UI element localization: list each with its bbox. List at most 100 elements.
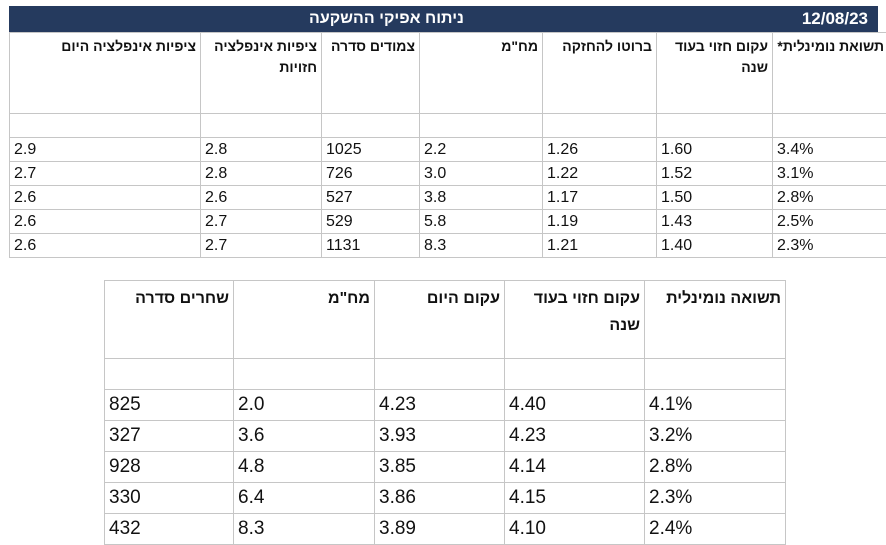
table-cell: 330: [105, 483, 234, 514]
table-cell: 2.3%: [773, 234, 886, 258]
table-cell: 8.3: [234, 514, 375, 545]
spacer-row: [10, 114, 886, 138]
header-bar: 12/08/23 ניתוח אפיקי ההשקעה: [9, 6, 878, 32]
spacer-cell: [234, 359, 375, 390]
column-header: תשואה נומינלית: [645, 281, 786, 359]
spacer-cell: [505, 359, 645, 390]
table-cell: 1.50: [657, 186, 773, 210]
table-cell: 1.43: [657, 210, 773, 234]
column-header: עקום חזוי בעוד שנה: [657, 33, 773, 114]
table-cell: 2.7: [201, 210, 322, 234]
table-cell: 2.8: [201, 138, 322, 162]
table-cell: 4.10: [505, 514, 645, 545]
table-cell: 2.9: [10, 138, 201, 162]
report-date: 12/08/23: [802, 6, 868, 32]
column-header: תשואת נומינלית*: [773, 33, 886, 114]
column-header: ציפיות אינפלציה חזויות: [201, 33, 322, 114]
table-cell: 2.8%: [645, 452, 786, 483]
table-cell: 4.1%: [645, 390, 786, 421]
spacer-cell: [543, 114, 657, 138]
spacer-cell: [10, 114, 201, 138]
table-cell: 1.26: [543, 138, 657, 162]
table-cell: 3.1%: [773, 162, 886, 186]
table-cell: 4.14: [505, 452, 645, 483]
table-cell: 1131: [322, 234, 420, 258]
table-cell: 1.40: [657, 234, 773, 258]
spacer-row: [105, 359, 786, 390]
column-header: ברוטו להחזקה: [543, 33, 657, 114]
table-cell: 2.3%: [645, 483, 786, 514]
table-cell: 2.6: [201, 186, 322, 210]
table-cell: 6.4: [234, 483, 375, 514]
table-cell: 1.17: [543, 186, 657, 210]
spacer-cell: [420, 114, 543, 138]
spacer-cell: [322, 114, 420, 138]
table-cell: 3.86: [375, 483, 505, 514]
table-cell: 4.40: [505, 390, 645, 421]
table-cell: 3.89: [375, 514, 505, 545]
table-cell: 2.8%: [773, 186, 886, 210]
table-cell: 825: [105, 390, 234, 421]
table-cell: 2.7: [10, 162, 201, 186]
table-cell: 3.6: [234, 421, 375, 452]
table-cell: 8.3: [420, 234, 543, 258]
table-cell: 4.8: [234, 452, 375, 483]
table-cell: 1.21: [543, 234, 657, 258]
table-cell: 2.8: [201, 162, 322, 186]
table-cell: 1.60: [657, 138, 773, 162]
table-cell: 928: [105, 452, 234, 483]
table-cell: 1.19: [543, 210, 657, 234]
table-cell: 4.23: [375, 390, 505, 421]
column-header: מח"מ: [234, 281, 375, 359]
spacer-cell: [201, 114, 322, 138]
table-cell: 4.15: [505, 483, 645, 514]
table-cell: 3.8: [420, 186, 543, 210]
table-cell: 3.2%: [645, 421, 786, 452]
column-header: עקום היום: [375, 281, 505, 359]
table-cell: 3.4%: [773, 138, 886, 162]
table-cell: 5.8: [420, 210, 543, 234]
table-cell: 1.22: [543, 162, 657, 186]
spacer-cell: [645, 359, 786, 390]
table-cell: 2.2: [420, 138, 543, 162]
spacer-cell: [657, 114, 773, 138]
table-cell: 527: [322, 186, 420, 210]
table-cell: 3.93: [375, 421, 505, 452]
table-cell: 4.23: [505, 421, 645, 452]
table-cell: 1025: [322, 138, 420, 162]
column-header: עקום חזוי בעוד שנה: [505, 281, 645, 359]
table-cell: 432: [105, 514, 234, 545]
column-header: מח"מ: [420, 33, 543, 114]
table-cell: 2.6: [10, 186, 201, 210]
table-cell: 3.85: [375, 452, 505, 483]
table-cell: 2.7: [201, 234, 322, 258]
table-cell: 2.6: [10, 234, 201, 258]
table-cell: 529: [322, 210, 420, 234]
report-title: ניתוח אפיקי ההשקעה: [309, 6, 464, 32]
spacer-cell: [105, 359, 234, 390]
table-cell: 2.0: [234, 390, 375, 421]
table-cell: 1.52: [657, 162, 773, 186]
spacer-cell: [375, 359, 505, 390]
table-cell: 726: [322, 162, 420, 186]
spacer-cell: [773, 114, 886, 138]
table-cell: 2.6: [10, 210, 201, 234]
column-header: צמודים סדרה: [322, 33, 420, 114]
column-header: שחרים סדרה: [105, 281, 234, 359]
table-cell: 2.5%: [773, 210, 886, 234]
table-cell: 327: [105, 421, 234, 452]
column-header: ציפיות אינפלציה היום: [10, 33, 201, 114]
